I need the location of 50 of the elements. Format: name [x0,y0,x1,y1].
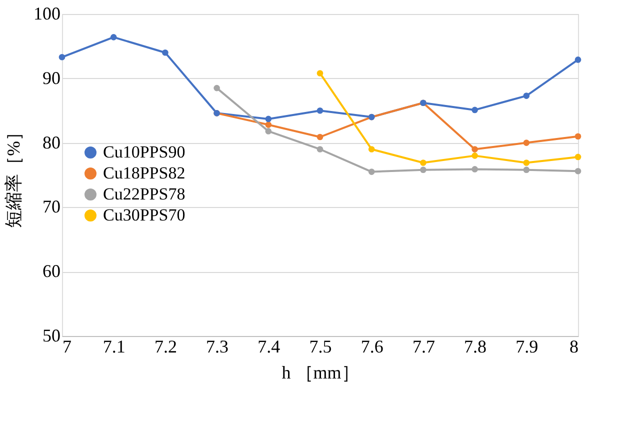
point [472,166,478,172]
point [574,56,582,63]
y-tick-label: 70 [42,196,60,217]
legend-label: Cu18PPS82 [103,164,186,182]
point [472,146,478,152]
point [316,146,324,152]
point [574,154,582,160]
point [574,133,582,140]
legend-label: Cu22PPS78 [103,184,186,204]
y-tick-label: 80 [42,132,60,152]
y-tick-label: 90 [42,68,60,88]
x-tick-label: 7.3 [206,336,229,356]
x-tick-label: 7.1 [102,336,126,356]
point [265,116,272,122]
point [214,84,220,92]
y-tick-label: 100 [34,4,60,24]
point [472,106,478,114]
x-tick-label: 7.6 [360,336,384,356]
point [523,160,530,166]
point [574,168,582,174]
legend-label: Cu10PPS90 [103,142,186,162]
x-tick-label: 7.4 [258,336,280,356]
point [316,70,324,76]
y-tick-label: 50 [42,326,60,346]
point [316,134,324,140]
point [265,128,272,134]
x-tick-label: 7 [62,336,72,356]
point [58,54,66,60]
x-tick-label: 7.9 [516,336,538,356]
point [523,166,530,174]
point [368,146,375,152]
point [316,107,324,114]
x-tick-label: 8 [570,336,578,356]
legend-label: Cu30PPS70 [103,206,186,224]
point [110,34,117,40]
point [523,92,530,99]
y-tick-label: 60 [42,261,60,282]
x-tick-label: 7.5 [309,336,332,356]
point [523,140,530,146]
point [420,166,426,174]
x-axis-title: h ［mm］ [282,362,360,382]
point [265,122,272,128]
y-axis-title: 短縮率［%］ [4,123,24,228]
x-tick-label: 7.2 [154,336,177,356]
x-tick-label: 7.7 [412,336,435,356]
point [162,49,168,56]
point [420,160,426,166]
point [472,152,478,159]
x-tick-label: 7.8 [464,336,487,356]
point [368,168,375,175]
